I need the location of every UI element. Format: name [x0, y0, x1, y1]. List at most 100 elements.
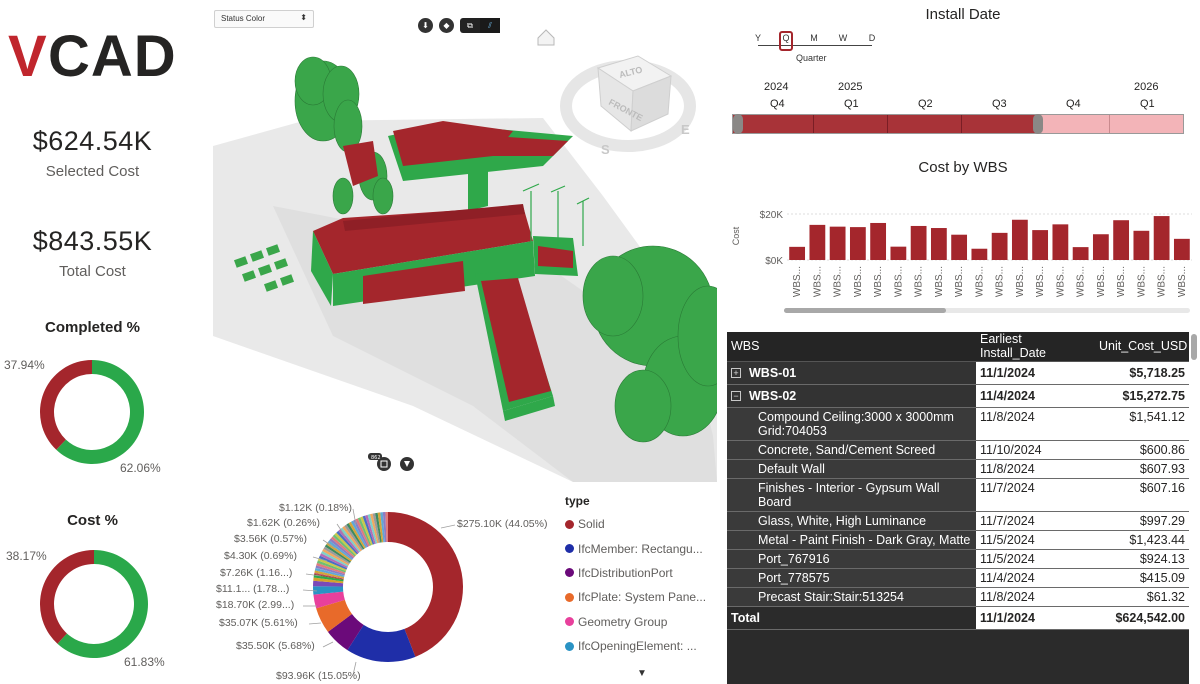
table-scrollbar[interactable]	[1191, 334, 1197, 360]
view-mode-toggle[interactable]: ⧉ ⫽	[460, 18, 500, 33]
nav-cube[interactable]: ALTO FRONTE S E	[560, 55, 696, 157]
wbs-bar[interactable]	[930, 228, 947, 260]
wbs-bar[interactable]	[1032, 230, 1049, 260]
type-pie-slice-14[interactable]	[316, 562, 346, 574]
table-row[interactable]: Glass, White, High Luminance 11/7/2024 $99…	[727, 511, 1189, 531]
type-pie-slice-35[interactable]	[348, 521, 366, 549]
type-pie-slice-36[interactable]	[350, 520, 368, 548]
reset-view-icon[interactable]: ◆	[439, 18, 454, 33]
table-row[interactable]: Concrete, Sand/Cement Screed 11/10/2024 $6…	[727, 440, 1189, 460]
section-box-icon[interactable]: 862	[368, 453, 391, 471]
wbs-bar[interactable]	[1133, 230, 1150, 260]
type-pie-slice-2[interactable]	[327, 613, 364, 651]
legend-item-ifcdistributionport[interactable]: IfcDistributionPort	[565, 561, 715, 585]
wbs-bar[interactable]	[1092, 234, 1109, 260]
wbs-bar[interactable]	[829, 226, 846, 260]
type-pie-slice-18[interactable]	[319, 553, 348, 569]
type-pie-slice-42[interactable]	[365, 514, 376, 545]
type-pie-slice-6[interactable]	[313, 580, 344, 587]
granularity-selector[interactable]: Y Q M W D Quarter	[752, 31, 878, 65]
wbs-bar[interactable]	[809, 224, 826, 260]
type-pie-slice-15[interactable]	[316, 560, 346, 573]
type-pie-slice-37[interactable]	[353, 519, 369, 548]
granularity-quarter[interactable]: Q	[782, 33, 790, 43]
type-pie-slice-13[interactable]	[315, 565, 345, 576]
type-pie-slice-22[interactable]	[324, 544, 351, 563]
collapse-icon[interactable]: −	[731, 390, 741, 401]
type-pie-slice-1[interactable]	[347, 624, 416, 662]
table-row[interactable]: Metal - Paint Finish - Dark Gray, Matte 1…	[727, 530, 1189, 550]
timeline-cell-2025-q2[interactable]	[888, 115, 962, 133]
type-pie-slice-3[interactable]	[316, 599, 352, 632]
wbs-bar[interactable]	[951, 234, 968, 260]
wbs-bar[interactable]	[1072, 247, 1089, 260]
completed-slice-1[interactable]	[40, 360, 92, 450]
table-row[interactable]: − WBS-02 11/4/2024 $15,272.75	[727, 384, 1189, 408]
completed-donut[interactable]	[36, 356, 148, 468]
timeline-end-handle[interactable]	[1033, 114, 1043, 134]
legend-item-ifcmember[interactable]: IfcMember: Rectangu...	[565, 536, 715, 560]
timeline-cell-2025-q3[interactable]	[962, 115, 1036, 133]
bar-chart-scroll-thumb[interactable]	[784, 308, 946, 313]
wbs-bar[interactable]	[1153, 216, 1170, 260]
table-row[interactable]: + WBS-01 11/1/2024 $5,718.25	[727, 361, 1189, 385]
table-row[interactable]: Default Wall 11/8/2024 $607.93	[727, 459, 1189, 479]
wbs-bar[interactable]	[789, 246, 806, 260]
table-row[interactable]: Port_767916 11/5/2024 $924.13	[727, 549, 1189, 569]
home-icon[interactable]	[537, 29, 555, 46]
expand-icon[interactable]: +	[731, 367, 741, 378]
legend-item-solid[interactable]: Solid	[565, 512, 715, 536]
granularity-day[interactable]: D	[868, 33, 876, 43]
table-row[interactable]: Port_778575 11/4/2024 $415.09	[727, 568, 1189, 588]
type-pie-slice-19[interactable]	[320, 551, 349, 567]
type-pie-slice-50[interactable]	[385, 512, 388, 543]
type-pie-slice-47[interactable]	[377, 512, 384, 543]
type-pie-slice-16[interactable]	[317, 558, 347, 572]
completed-slice-0[interactable]	[56, 360, 144, 464]
type-pie-slice-31[interactable]	[340, 527, 361, 553]
layers-icon[interactable]: ⧉	[467, 20, 473, 30]
status-color-dropdown[interactable]: Status Color ⬍	[214, 10, 314, 28]
type-pie-slice-38[interactable]	[355, 518, 370, 547]
cost-pct-donut[interactable]	[40, 548, 152, 660]
type-pie-slice-28[interactable]	[334, 532, 358, 556]
download-icon[interactable]: ⬇	[418, 18, 433, 33]
granularity-week[interactable]: W	[838, 33, 848, 43]
type-pie-slice-27[interactable]	[332, 534, 356, 557]
column-header-unit-cost[interactable]: Unit_Cost_USD	[1095, 332, 1189, 362]
type-pie-slice-10[interactable]	[314, 572, 344, 580]
pan-icon[interactable]: ⫽	[480, 18, 500, 33]
type-pie-slice-41[interactable]	[362, 515, 375, 545]
wbs-bar[interactable]	[1011, 219, 1028, 260]
wbs-bar[interactable]	[971, 248, 988, 260]
type-pie-slice-44[interactable]	[370, 513, 379, 544]
column-header-install-date[interactable]: Earliest Install_Date	[976, 332, 1095, 362]
install-date-timeline[interactable]	[732, 114, 1184, 134]
bar-chart-scrollbar[interactable]	[784, 308, 1190, 313]
wbs-bar[interactable]	[1052, 224, 1069, 260]
type-pie-slice-49[interactable]	[382, 512, 387, 543]
legend-item-geometry-group[interactable]: Geometry Group	[565, 610, 715, 634]
timeline-start-handle[interactable]	[733, 114, 743, 134]
type-pie-slice-25[interactable]	[329, 538, 354, 559]
table-row[interactable]: Precast Stair:Stair:513254 11/8/2024 $61.3…	[727, 587, 1189, 607]
type-pie-slice-43[interactable]	[367, 514, 378, 544]
cost-pct-slice-1[interactable]	[40, 550, 94, 644]
legend-scroll-down-icon[interactable]: ▼	[637, 668, 647, 679]
wbs-bar[interactable]	[910, 225, 927, 260]
type-pie-slice-39[interactable]	[357, 517, 372, 546]
pin-icon[interactable]	[400, 457, 414, 471]
type-pie-slice-24[interactable]	[327, 540, 353, 561]
granularity-month[interactable]: M	[810, 33, 818, 43]
timeline-cell-2025-q1[interactable]	[814, 115, 888, 133]
table-row[interactable]: Compound Ceiling:3000 x 3000mm Grid:7040…	[727, 407, 1189, 441]
wbs-bar[interactable]	[991, 232, 1008, 260]
timeline-cell-2025-q4[interactable]	[1036, 115, 1110, 133]
type-pie-slice-20[interactable]	[322, 548, 350, 566]
type-pie-slice-4[interactable]	[313, 591, 345, 609]
column-header-wbs[interactable]: WBS	[727, 332, 976, 362]
timeline-cell-2024-q4[interactable]	[733, 115, 814, 133]
type-pie-slice-26[interactable]	[331, 536, 355, 558]
type-pie-slice-0[interactable]	[388, 512, 463, 657]
table-row[interactable]: Finishes - Interior - Gypsum Wall Board 1…	[727, 478, 1189, 512]
